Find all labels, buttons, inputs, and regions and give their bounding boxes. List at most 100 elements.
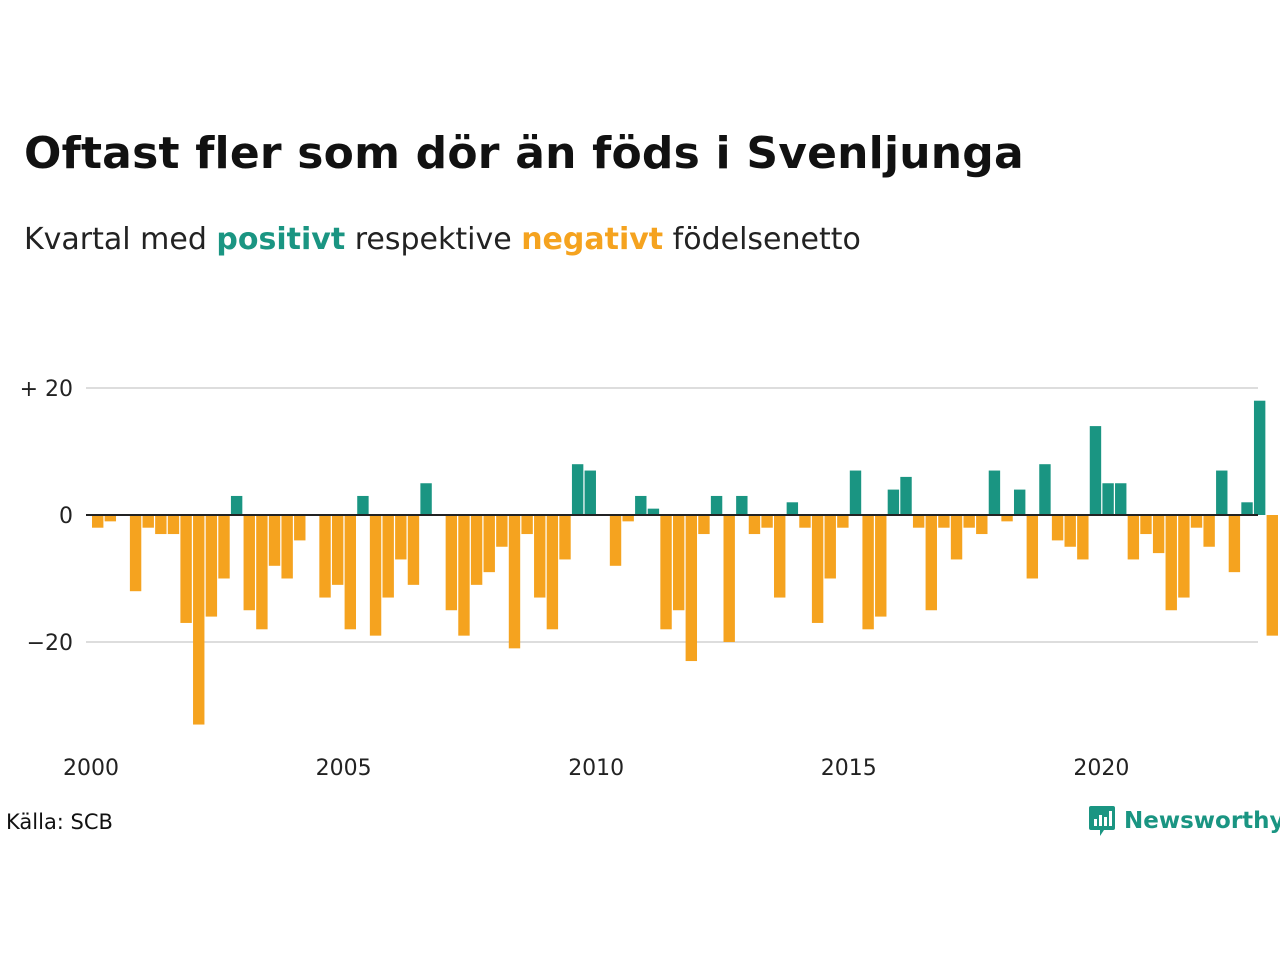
bar-positive [357, 495, 369, 515]
bar-negative [1190, 515, 1203, 528]
x-tick-label: 2000 [63, 756, 119, 781]
bar-negative [622, 515, 634, 522]
bar-negative [205, 515, 218, 617]
newsworthy-logo-icon [1089, 806, 1115, 836]
bar-negative [319, 515, 331, 598]
x-tick-label: 2020 [1073, 756, 1129, 781]
bar-chart: + 20 0 −20 2000 2005 2010 2015 2020 [20, 377, 1278, 781]
bar-negative [925, 515, 937, 611]
bar-negative [1026, 515, 1039, 579]
bar-negative [243, 515, 255, 611]
bar-positive [635, 495, 647, 515]
bar-negative [496, 515, 508, 547]
bar-negative [799, 515, 811, 528]
bar-positive [849, 470, 862, 515]
newsworthy-logo: Newsworthy [1088, 804, 1280, 838]
chart-title: Oftast fler som dör än föds i Svenljunga [24, 128, 1024, 179]
bar-negative [521, 515, 533, 535]
bar-negative [1140, 515, 1152, 535]
y-tick-label: 0 [59, 504, 73, 529]
source-note: Källa: SCB [6, 810, 113, 834]
bar-positive [1253, 400, 1266, 515]
bar-negative [281, 515, 293, 579]
bar-negative [912, 515, 925, 528]
bar-positive [988, 470, 1001, 515]
bar-negative [1165, 515, 1177, 611]
bar-negative [1064, 515, 1076, 547]
bar-positive [1089, 426, 1102, 515]
bar-positive [1115, 483, 1127, 515]
bar-positive [571, 464, 584, 515]
bar-negative [609, 515, 622, 566]
bar-negative [837, 515, 849, 528]
bar-negative [1127, 515, 1140, 560]
bar-negative [660, 515, 672, 630]
bar-negative [862, 515, 874, 630]
bar-negative [1228, 515, 1241, 573]
bar-negative [723, 515, 735, 642]
bar-positive [887, 489, 900, 515]
bar-positive [1013, 489, 1026, 515]
bar-positive [1039, 464, 1051, 515]
bar-negative [142, 515, 154, 528]
bar-negative [938, 515, 950, 528]
bar-negative [445, 515, 458, 611]
bar-negative [963, 515, 975, 528]
bar-negative [1152, 515, 1165, 554]
bar-negative [294, 515, 306, 541]
bar-negative [344, 515, 356, 630]
x-tick-label: 2005 [316, 756, 372, 781]
bar-negative [1203, 515, 1215, 547]
bar-positive [584, 470, 596, 515]
bar-negative [534, 515, 546, 598]
bar-negative [193, 515, 205, 725]
bar-negative [875, 515, 887, 617]
bar-negative [546, 515, 559, 630]
bar-positive [1102, 483, 1114, 515]
x-tick-label: 2010 [568, 756, 624, 781]
bar-positive [1241, 502, 1253, 515]
bar-negative [483, 515, 495, 573]
bar-negative [92, 515, 104, 528]
subtitle-negative-word: negativt [521, 222, 664, 257]
bar-negative [761, 515, 773, 528]
bar-negative [559, 515, 571, 560]
y-tick-label: −20 [27, 631, 73, 656]
bar-positive [420, 483, 432, 515]
subtitle-middle: respektive [345, 222, 522, 257]
bar-negative [331, 515, 344, 585]
bar-negative [811, 515, 824, 623]
bar-negative [774, 515, 786, 598]
newsworthy-logo-text: Newsworthy [1124, 808, 1280, 834]
bar-negative [685, 515, 698, 662]
subtitle-prefix: Kvartal med [24, 222, 217, 257]
bar-negative [976, 515, 988, 535]
bar-negative [167, 515, 180, 535]
bar-positive [736, 495, 748, 515]
chart-subtitle: Kvartal med positivt respektive negativt… [24, 222, 861, 257]
bar-negative [104, 515, 117, 522]
bar-positive [786, 502, 799, 515]
bar-negative [458, 515, 470, 636]
x-tick-label: 2015 [821, 756, 877, 781]
bar-negative [672, 515, 685, 611]
bar-negative [1266, 515, 1278, 636]
bars [92, 400, 1278, 725]
bar-negative [1077, 515, 1089, 560]
bar-positive [1216, 470, 1228, 515]
bar-negative [395, 515, 407, 560]
bar-negative [369, 515, 382, 636]
bar-negative [1178, 515, 1190, 598]
bar-negative [950, 515, 963, 560]
bar-positive [710, 495, 723, 515]
bar-negative [1051, 515, 1064, 541]
bar-negative [268, 515, 281, 566]
bar-negative [129, 515, 142, 592]
bar-negative [218, 515, 230, 579]
bar-negative [508, 515, 521, 649]
bar-negative [1001, 515, 1013, 522]
subtitle-suffix: födelsenetto [663, 222, 861, 257]
bar-negative [748, 515, 761, 535]
x-tick-labels: 2000 2005 2010 2015 2020 [63, 756, 1129, 781]
bar-negative [180, 515, 192, 623]
